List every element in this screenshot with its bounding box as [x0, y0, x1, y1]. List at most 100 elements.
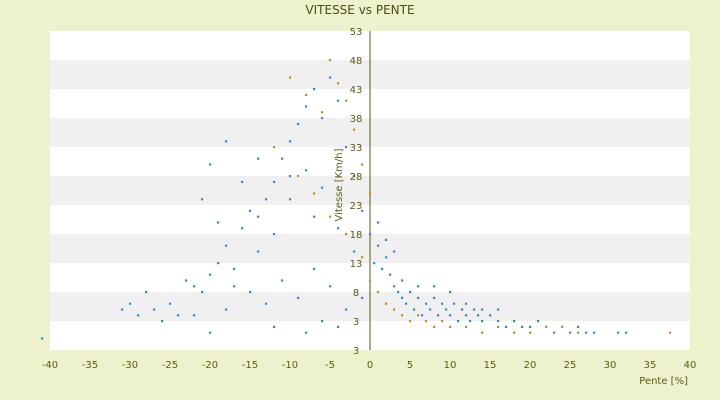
- scatter-point: [369, 192, 372, 195]
- x-tick-label: 30: [604, 360, 617, 371]
- scatter-point: [409, 320, 412, 323]
- scatter-point: [201, 198, 204, 201]
- scatter-point: [305, 93, 308, 96]
- scatter-point: [257, 157, 260, 160]
- scatter-point: [465, 314, 468, 317]
- scatter-point: [449, 325, 452, 328]
- y-tick-label: 8: [353, 288, 359, 299]
- x-tick-label: -5: [325, 360, 335, 371]
- y-axis-label: Vitesse [Km/h]: [334, 148, 345, 221]
- scatter-point: [321, 111, 324, 114]
- scatter-point: [497, 308, 500, 311]
- scatter-point: [417, 285, 420, 288]
- scatter-point: [289, 175, 292, 178]
- scatter-point: [397, 291, 400, 294]
- scatter-point: [389, 273, 392, 276]
- scatter-point: [329, 215, 332, 218]
- scatter-point: [369, 233, 372, 236]
- scatter-point: [249, 209, 252, 212]
- scatter-point: [481, 320, 484, 323]
- scatter-point: [513, 320, 516, 323]
- y-tick-label: 18: [350, 230, 363, 241]
- scatter-point: [545, 325, 548, 328]
- scatter-point: [401, 279, 404, 282]
- scatter-point: [441, 302, 444, 305]
- y-tick-label: 13: [350, 259, 363, 270]
- scatter-point: [433, 296, 436, 299]
- scatter-point: [577, 331, 580, 334]
- scatter-point: [281, 157, 284, 160]
- x-tick-label: 10: [444, 360, 457, 371]
- scatter-point: [217, 221, 220, 224]
- scatter-point: [433, 285, 436, 288]
- scatter-point: [401, 296, 404, 299]
- scatter-point: [337, 325, 340, 328]
- scatter-point: [361, 296, 364, 299]
- y-tick-label: 28: [350, 172, 363, 183]
- scatter-point: [305, 331, 308, 334]
- scatter-point: [521, 325, 524, 328]
- scatter-point: [225, 140, 228, 143]
- scatter-point: [313, 215, 316, 218]
- scatter-point: [273, 146, 276, 149]
- x-tick-label: -25: [162, 360, 178, 371]
- scatter-point: [329, 285, 332, 288]
- scatter-point: [529, 325, 532, 328]
- scatter-point: [569, 331, 572, 334]
- scatter-point: [489, 314, 492, 317]
- y-tick-label: 43: [350, 85, 363, 96]
- scatter-point: [257, 215, 260, 218]
- scatter-point: [421, 314, 424, 317]
- scatter-point: [425, 302, 428, 305]
- scatter-point: [297, 122, 300, 125]
- scatter-point: [473, 308, 476, 311]
- scatter-point: [393, 308, 396, 311]
- scatter-point: [337, 227, 340, 230]
- scatter-point: [241, 227, 244, 230]
- x-tick-labels: -40 -35 -30 -25 -20 -15 -10 -5 0 5 10 15 20 25 30 35 40: [42, 360, 697, 371]
- scatter-point: [553, 331, 556, 334]
- scatter-point: [313, 267, 316, 270]
- scatter-point: [193, 314, 196, 317]
- scatter-point: [449, 314, 452, 317]
- scatter-point: [273, 325, 276, 328]
- scatter-point: [201, 291, 204, 294]
- scatter-point: [585, 331, 588, 334]
- scatter-point: [429, 308, 432, 311]
- scatter-point: [505, 325, 508, 328]
- x-tick-label: -20: [202, 360, 218, 371]
- scatter-point: [41, 337, 44, 340]
- scatter-point: [477, 314, 480, 317]
- scatter-point: [361, 163, 364, 166]
- y-tick-label: 3: [353, 346, 359, 357]
- scatter-point: [353, 128, 356, 131]
- scatter-point: [233, 267, 236, 270]
- scatter-point: [217, 262, 220, 265]
- scatter-point: [413, 308, 416, 311]
- scatter-point: [457, 320, 460, 323]
- scatter-point: [321, 117, 324, 120]
- scatter-point: [321, 320, 324, 323]
- scatter-point: [153, 308, 156, 311]
- scatter-point: [321, 186, 324, 189]
- scatter-point: [593, 331, 596, 334]
- scatter-point: [433, 325, 436, 328]
- x-tick-label: 0: [367, 360, 373, 371]
- scatter-point: [297, 296, 300, 299]
- scatter-point: [481, 308, 484, 311]
- scatter-point: [313, 88, 316, 91]
- scatter-point: [497, 320, 500, 323]
- x-tick-label: 5: [407, 360, 413, 371]
- y-tick-label: 23: [350, 201, 363, 212]
- scatter-point: [305, 105, 308, 108]
- x-tick-label: 35: [644, 360, 657, 371]
- scatter-point: [449, 291, 452, 294]
- scatter-point: [209, 273, 212, 276]
- scatter-point: [465, 302, 468, 305]
- scatter-point: [425, 320, 428, 323]
- scatter-point: [529, 331, 532, 334]
- scatter-point: [377, 221, 380, 224]
- scatter-point: [417, 296, 420, 299]
- scatter-point: [281, 279, 284, 282]
